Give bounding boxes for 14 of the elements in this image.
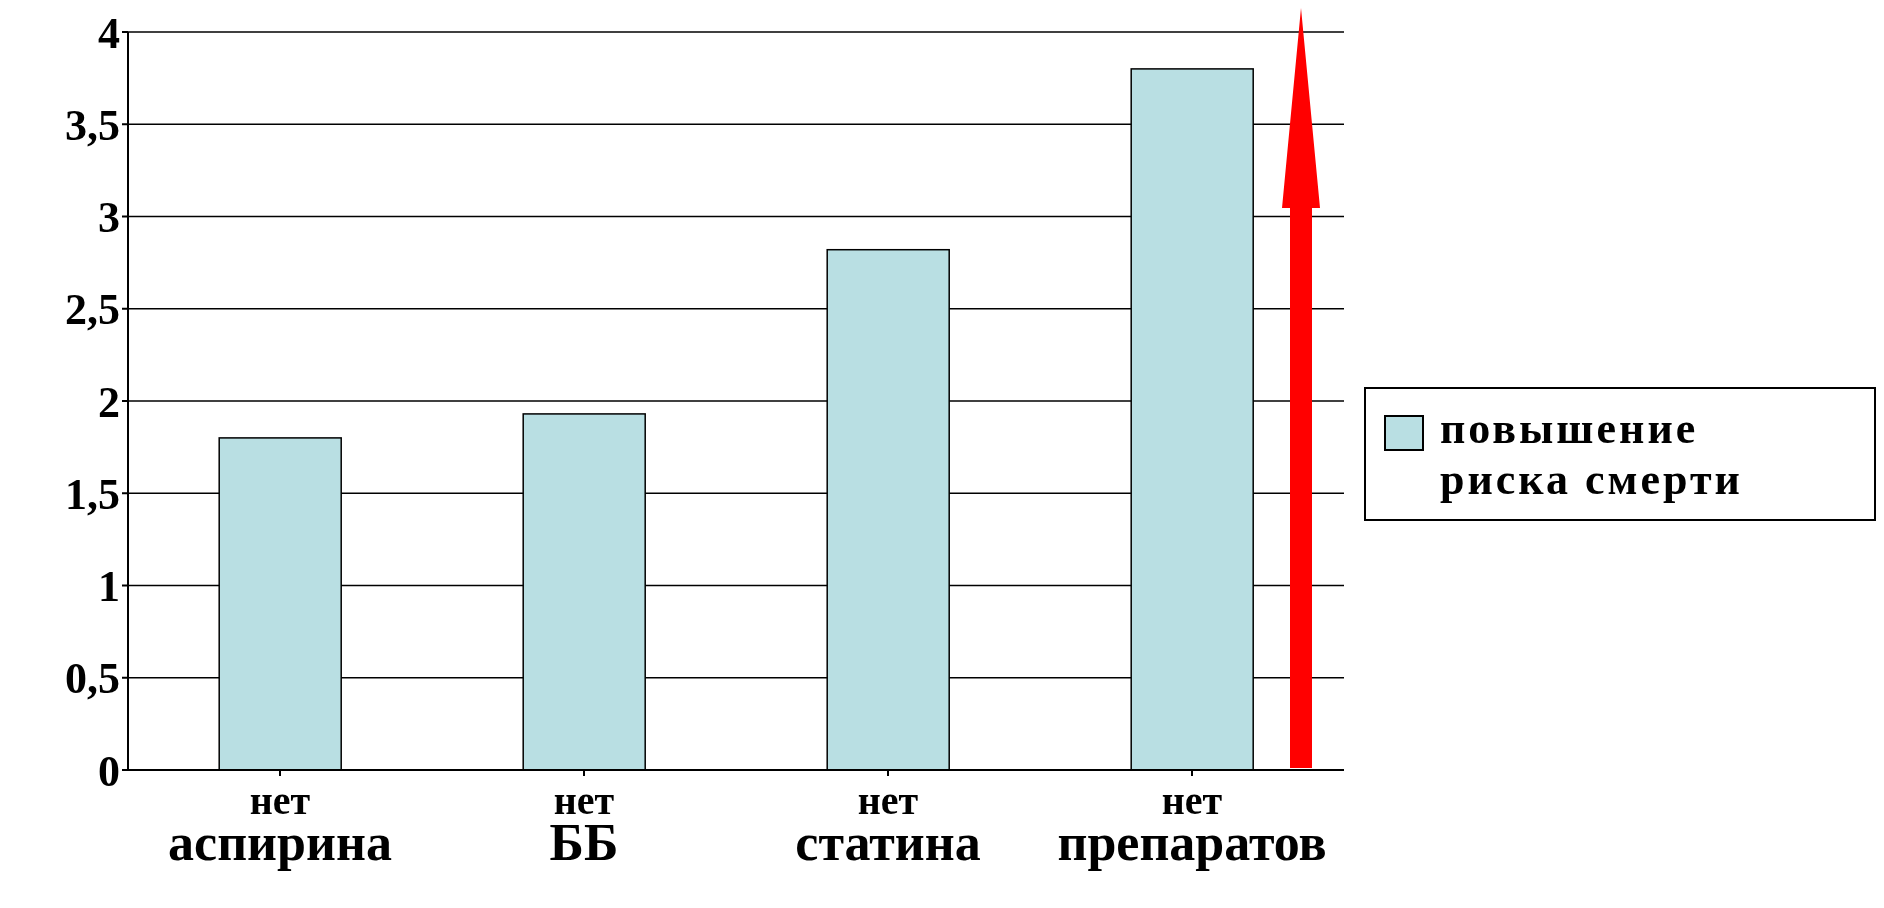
y-tick-label: 1: [98, 562, 120, 612]
x-tick-label: нет препаратов: [1057, 778, 1327, 871]
x-tick-label: нет аспирина: [168, 778, 392, 871]
y-tick-label: 2,5: [65, 285, 120, 335]
x-tick-label: нет статина: [795, 778, 981, 871]
y-tick-label: 1,5: [65, 469, 120, 519]
y-tick-label: 4: [98, 8, 120, 58]
y-tick-label: 3: [98, 193, 120, 243]
y-tick-label: 2: [98, 377, 120, 427]
y-tick-label: 0: [98, 746, 120, 796]
y-tick-label: 0,5: [65, 654, 120, 704]
x-tick-label: нет ББ: [549, 778, 619, 871]
legend-label: повышение риска смерти: [1440, 403, 1744, 505]
y-tick-label: 3,5: [65, 100, 120, 150]
